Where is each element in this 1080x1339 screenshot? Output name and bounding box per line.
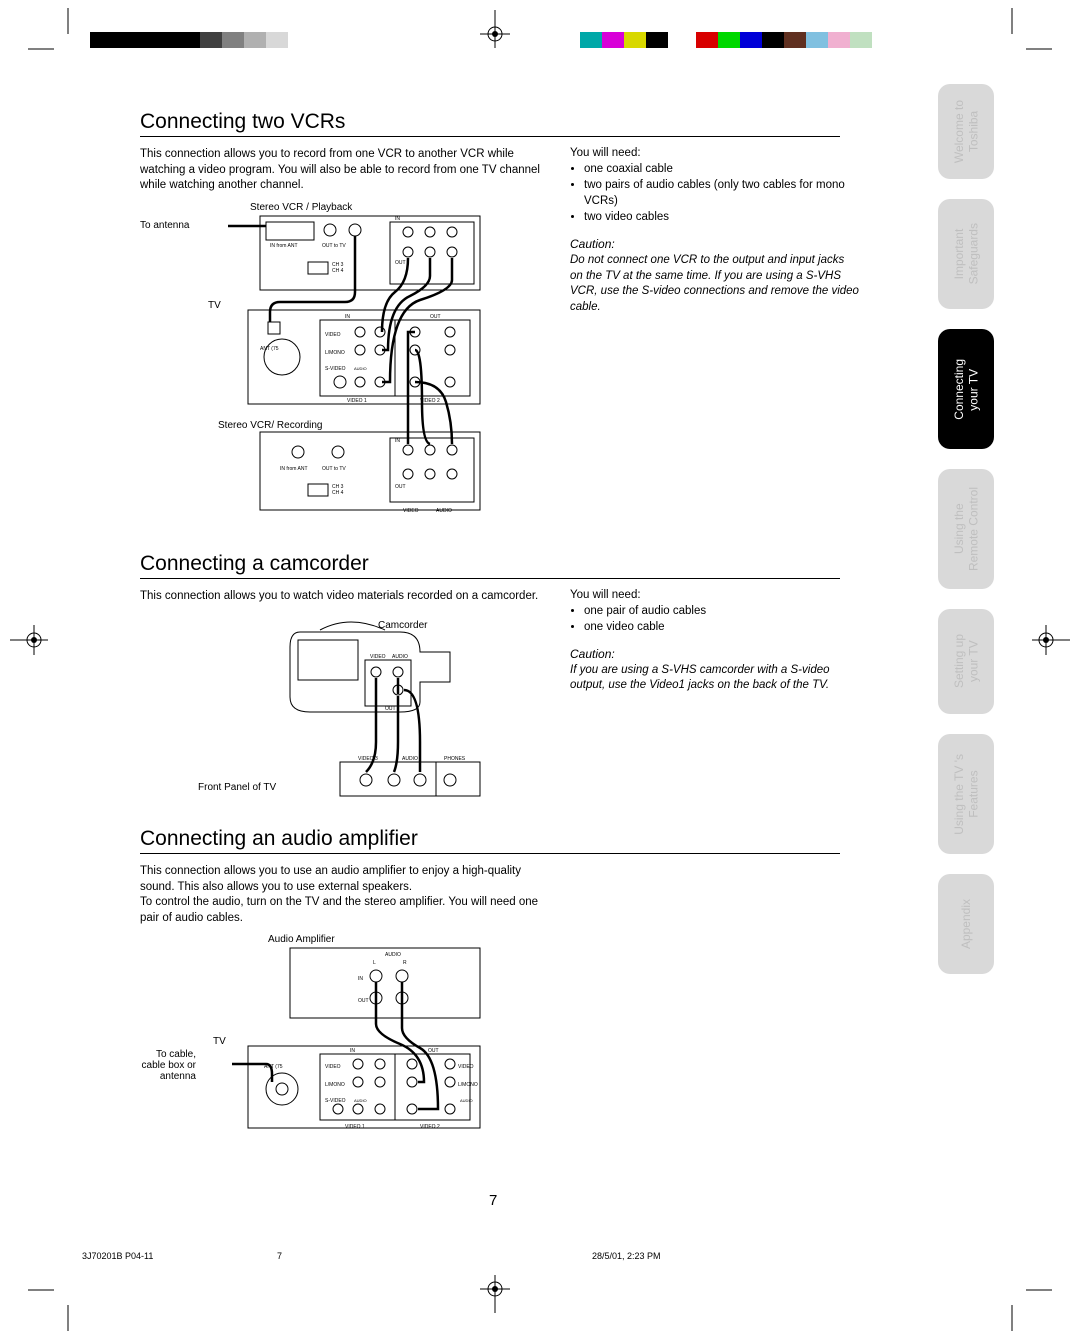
section-cam: Connecting a camcorder This connection a… [140,552,860,808]
footer-center: 7 [277,1251,282,1261]
side-tab[interactable]: Connectingyour TV [938,329,994,449]
side-tab[interactable]: Setting upyour TV [938,609,994,714]
heading-cam: Connecting a camcorder [140,552,840,579]
svg-text:OUT: OUT [395,484,406,490]
svg-text:CH 4: CH 4 [332,490,344,496]
side-tab[interactable]: ImportantSafeguards [938,199,994,309]
svg-text:IN: IN [345,314,350,320]
footer-left: 3J70201B P04-11 [82,1251,153,1261]
page-content: Connecting two VCRs This connection allo… [140,110,860,1154]
need-list-vcr: one coaxial cabletwo pairs of audio cabl… [584,161,860,225]
svg-text:ANT (75: ANT (75 [260,346,279,352]
svg-text:VIDEO: VIDEO [458,1064,474,1070]
registration-mark-left [10,625,48,661]
side-tab[interactable]: Welcome toToshiba [938,84,994,179]
registration-mark-right [1032,625,1070,661]
side-tab[interactable]: Appendix [938,874,994,974]
registration-mark-top [480,10,510,54]
need-head-cam: You will need: [570,589,860,601]
svg-text:AUDIO: AUDIO [354,1098,367,1103]
svg-text:IN: IN [350,1048,355,1054]
svg-text:VIDEO 2: VIDEO 2 [420,1124,440,1130]
need-list-cam: one pair of audio cablesone video cable [584,603,860,635]
svg-text:OUT: OUT [385,706,396,712]
intro-cam: This connection allows you to watch vide… [140,589,540,605]
svg-text:VIDEO 1: VIDEO 1 [345,1124,365,1130]
need-head-vcr: You will need: [570,147,860,159]
need-item: one pair of audio cables [584,603,860,619]
svg-text:L: L [373,960,376,966]
svg-text:PHONES: PHONES [444,756,466,762]
svg-text:S-VIDEO: S-VIDEO [325,1098,346,1104]
side-tabs: Welcome toToshiba ImportantSafeguards Conn… [938,84,994,994]
footer: 3J70201B P04-11 7 28/5/01, 2:23 PM [82,1251,982,1261]
side-tab[interactable]: Using the TV 'sFeatures [938,734,994,854]
intro-amp: This connection allows you to use an aud… [140,864,540,926]
section-vcr: Connecting two VCRs This connection allo… [140,110,860,532]
svg-text:OUT: OUT [430,314,441,320]
svg-text:IN: IN [395,438,400,444]
intro-vcr: This connection allows you to record fro… [140,147,540,194]
svg-text:AUDIO: AUDIO [354,366,367,371]
svg-text:OUT to TV: OUT to TV [322,466,346,472]
heading-amp: Connecting an audio amplifier [140,827,840,854]
svg-text:OUT: OUT [428,1048,439,1054]
svg-text:AUDIO: AUDIO [392,654,408,660]
colorbar-left [90,32,288,48]
caution-head-vcr: Caution: [570,237,860,251]
side-tab[interactable]: Using theRemote Control [938,469,994,589]
svg-text:AUDIO: AUDIO [460,1098,473,1103]
svg-text:IN: IN [358,976,363,982]
svg-text:S-VIDEO: S-VIDEO [325,366,346,372]
need-item: one video cable [584,619,860,635]
svg-text:OUT: OUT [395,260,406,266]
registration-mark-bottom [480,1275,510,1319]
need-item: two video cables [584,209,860,225]
svg-text:IN from ANT: IN from ANT [280,466,308,472]
svg-text:L/MONO: L/MONO [325,1082,345,1088]
svg-text:OUT to TV: OUT to TV [322,243,346,249]
svg-text:OUT: OUT [358,998,369,1004]
svg-text:VIDEO: VIDEO [370,654,386,660]
svg-text:VIDEO: VIDEO [325,1064,341,1070]
need-item: two pairs of audio cables (only two cabl… [584,177,860,209]
svg-text:CH 4: CH 4 [332,268,344,274]
svg-text:L/MONO: L/MONO [458,1082,478,1088]
svg-text:VIDEO: VIDEO [325,332,341,338]
heading-vcr: Connecting two VCRs [140,110,840,137]
colorbar-right-a [580,32,668,48]
need-item: one coaxial cable [584,161,860,177]
caution-head-cam: Caution: [570,647,860,661]
caution-body-cam: If you are using a S-VHS camcorder with … [570,663,860,694]
page-number: 7 [489,1192,497,1209]
caution-body-vcr: Do not connect one VCR to the output and… [570,253,860,315]
svg-text:VIDEO: VIDEO [403,508,419,514]
footer-right: 28/5/01, 2:23 PM [592,1251,661,1261]
svg-text:AUDIO: AUDIO [385,952,401,958]
svg-text:VIDEO 1: VIDEO 1 [347,398,367,404]
svg-text:AUDIO: AUDIO [436,508,452,514]
diagram-cam: Camcorder Front Panel of TV VIDEOAUDIO O… [140,612,540,807]
colorbar-right-b [696,32,872,48]
diagram-vcr: Stereo VCR / Playback To antenna TV Ster… [140,202,540,532]
svg-text:R: R [403,960,407,966]
diagram-amp: Audio Amplifier TV To cable, cable box o… [140,934,540,1134]
svg-text:IN: IN [395,216,400,222]
svg-text:L/MONO: L/MONO [325,350,345,356]
section-amp: Connecting an audio amplifier This conne… [140,827,860,1134]
svg-text:AUDIO: AUDIO [402,756,418,762]
svg-text:IN from ANT: IN from ANT [270,243,298,249]
